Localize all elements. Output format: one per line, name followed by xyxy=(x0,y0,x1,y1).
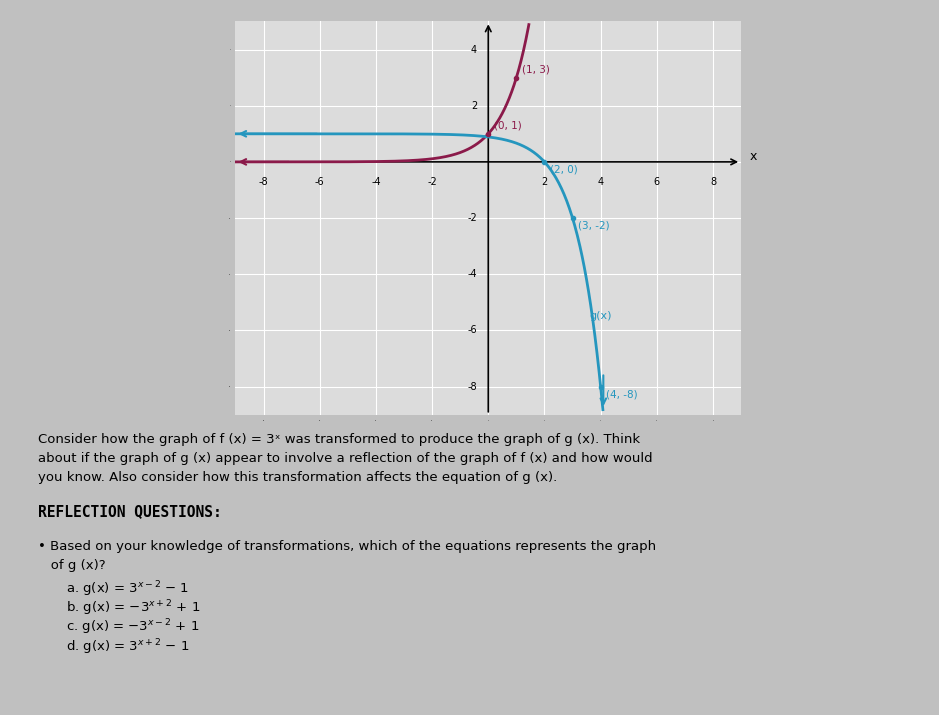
Text: g(x): g(x) xyxy=(590,312,612,321)
Text: 6: 6 xyxy=(654,177,660,187)
Text: -8: -8 xyxy=(259,177,269,187)
Text: • Based on your knowledge of transformations, which of the equations represents : • Based on your knowledge of transformat… xyxy=(38,540,655,553)
Text: of g (x)?: of g (x)? xyxy=(38,559,105,572)
Text: a. g(x) = $3^{x-2}$ $-$ 1: a. g(x) = $3^{x-2}$ $-$ 1 xyxy=(66,579,189,598)
Text: (2, 0): (2, 0) xyxy=(550,164,577,174)
Text: REFLECTION QUESTIONS:: REFLECTION QUESTIONS: xyxy=(38,504,222,519)
Text: (1, 3): (1, 3) xyxy=(522,65,550,75)
Text: c. g(x) = $-3^{x-2}$ + 1: c. g(x) = $-3^{x-2}$ + 1 xyxy=(66,618,199,637)
Text: -8: -8 xyxy=(468,382,477,392)
Text: -6: -6 xyxy=(315,177,325,187)
Text: -4: -4 xyxy=(371,177,380,187)
Text: (4, -8): (4, -8) xyxy=(607,390,638,400)
Text: you know. Also consider how this transformation affects the equation of g (x).: you know. Also consider how this transfo… xyxy=(38,471,557,484)
Text: -4: -4 xyxy=(468,270,477,280)
Text: d. g(x) = $3^{x+2}$ $-$ 1: d. g(x) = $3^{x+2}$ $-$ 1 xyxy=(66,637,189,656)
Text: Consider how the graph of f (x) = 3ˣ was transformed to produce the graph of g (: Consider how the graph of f (x) = 3ˣ was… xyxy=(38,433,639,445)
Text: b. g(x) = $-3^{x+2}$ + 1: b. g(x) = $-3^{x+2}$ + 1 xyxy=(66,598,200,618)
Text: x: x xyxy=(749,149,757,163)
Text: 8: 8 xyxy=(710,177,716,187)
Text: 4: 4 xyxy=(597,177,604,187)
Text: -2: -2 xyxy=(427,177,437,187)
Text: 2: 2 xyxy=(542,177,547,187)
Text: -2: -2 xyxy=(468,213,477,223)
Text: 2: 2 xyxy=(470,101,477,111)
Text: 4: 4 xyxy=(471,44,477,54)
Text: about if the graph of g (x) appear to involve a reflection of the graph of f (x): about if the graph of g (x) appear to in… xyxy=(38,452,653,465)
Text: (3, -2): (3, -2) xyxy=(578,221,609,231)
Text: (0, 1): (0, 1) xyxy=(494,121,522,131)
Text: -6: -6 xyxy=(468,325,477,335)
